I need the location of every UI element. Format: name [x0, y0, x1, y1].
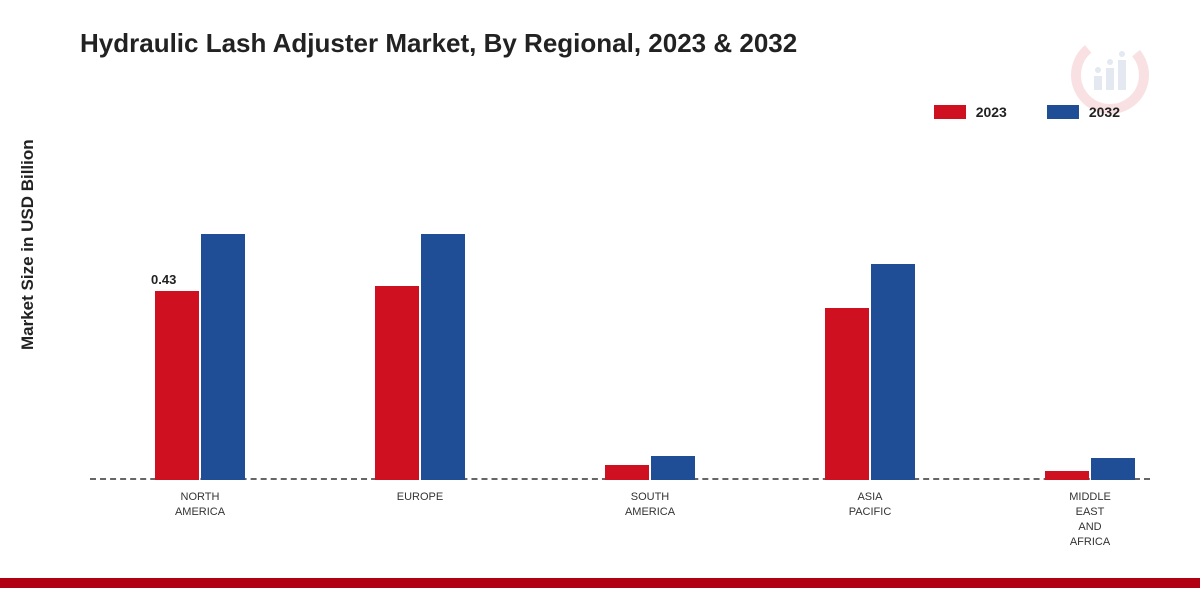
- legend: 2023 2032: [934, 104, 1120, 120]
- legend-item-2023: 2023: [934, 104, 1007, 120]
- legend-label-2032: 2032: [1089, 104, 1120, 120]
- y-axis-label: Market Size in USD Billion: [18, 139, 38, 350]
- bar-2023: [375, 286, 419, 480]
- bar-2032: [1091, 458, 1135, 480]
- x-axis-label: SOUTH AMERICA: [590, 490, 710, 520]
- bar-2023: [825, 308, 869, 480]
- bar-2032: [201, 234, 245, 480]
- x-axis-label: NORTH AMERICA: [140, 490, 260, 520]
- bar-group: [1045, 458, 1135, 480]
- x-axis-label: ASIA PACIFIC: [810, 490, 930, 520]
- bar-2032: [651, 456, 695, 480]
- bar-2023: [605, 465, 649, 480]
- bar-2032: [421, 234, 465, 480]
- x-axis-label: MIDDLE EAST AND AFRICA: [1030, 490, 1150, 549]
- chart-plot-area: 0.43: [90, 150, 1150, 480]
- legend-label-2023: 2023: [976, 104, 1007, 120]
- bar-group: [605, 456, 695, 480]
- legend-swatch-2023: [934, 105, 966, 119]
- bar-2023: [155, 291, 199, 480]
- bar-group: [825, 264, 915, 480]
- legend-swatch-2032: [1047, 105, 1079, 119]
- bar-value-label: 0.43: [151, 272, 176, 287]
- legend-item-2032: 2032: [1047, 104, 1120, 120]
- bar-2023: [1045, 471, 1089, 480]
- x-axis-label: EUROPE: [360, 490, 480, 505]
- footer-accent-bar: [0, 578, 1200, 588]
- bar-2032: [871, 264, 915, 480]
- page-title: Hydraulic Lash Adjuster Market, By Regio…: [80, 28, 797, 59]
- bar-group: [375, 234, 465, 480]
- bar-group: [155, 234, 245, 480]
- x-axis-labels: NORTH AMERICA EUROPE SOUTH AMERICA ASIA PAC…: [90, 488, 1150, 568]
